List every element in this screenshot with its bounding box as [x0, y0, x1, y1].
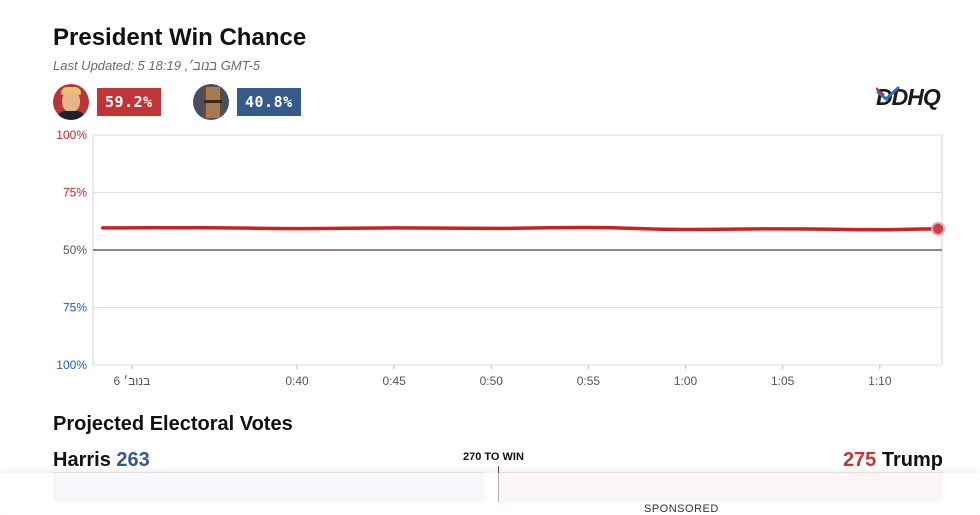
- to-win-label: 270 TO WIN: [463, 451, 524, 463]
- x-tick-label: 1:00: [674, 374, 698, 388]
- trump-votes: 275: [842, 449, 877, 471]
- y-tick-label: 100%: [56, 128, 87, 142]
- y-tick-label: 75%: [63, 301, 87, 315]
- candidate-republican: 59.2%: [53, 84, 161, 120]
- harris-votes: 263: [116, 449, 150, 471]
- win-chance-chart: 100% 75% 50% 75% 100% בנוב׳ 6 0:40 0:45 0:50 0:55…: [56, 128, 946, 388]
- ddhq-logo[interactable]: DDHQ: [876, 84, 944, 110]
- y-tick-label: 50%: [63, 243, 87, 257]
- page-title: President Win Chance: [53, 24, 307, 51]
- checkmark-icon: [876, 86, 900, 101]
- trump-avatar: [53, 84, 89, 120]
- democrat-win-pct: 40.8%: [237, 88, 301, 116]
- ad-overlay[interactable]: [0, 473, 980, 511]
- y-tick-label: 100%: [56, 358, 87, 372]
- x-tick-label: 0:45: [382, 374, 406, 388]
- harris-avatar: [193, 84, 229, 120]
- y-tick-label: 75%: [63, 186, 87, 200]
- harris-ev: Harris 263: [53, 449, 150, 472]
- x-tick-label: 0:50: [480, 374, 504, 388]
- electoral-section-title: Projected Electoral Votes: [53, 413, 293, 435]
- latest-value-marker: [931, 221, 946, 236]
- x-tick-label: בנוב׳ 6: [113, 374, 150, 388]
- x-tick-label: 1:10: [868, 374, 892, 388]
- x-tick-label: 0:40: [285, 374, 309, 388]
- x-tick-label: 0:55: [577, 374, 601, 388]
- trump-name: Trump: [881, 449, 943, 471]
- x-tick-label: 1:05: [771, 374, 795, 388]
- trump-ev: 275 Trump: [843, 449, 943, 472]
- candidate-democrat: 40.8%: [193, 84, 301, 120]
- sponsored-label: SPONSORED: [644, 503, 719, 515]
- republican-win-pct: 59.2%: [97, 88, 161, 116]
- series-line: [100, 225, 940, 232]
- harris-name: Harris: [53, 449, 111, 471]
- last-updated: Last Updated: 5 בנוב׳, 18:19 GMT-5: [53, 58, 261, 73]
